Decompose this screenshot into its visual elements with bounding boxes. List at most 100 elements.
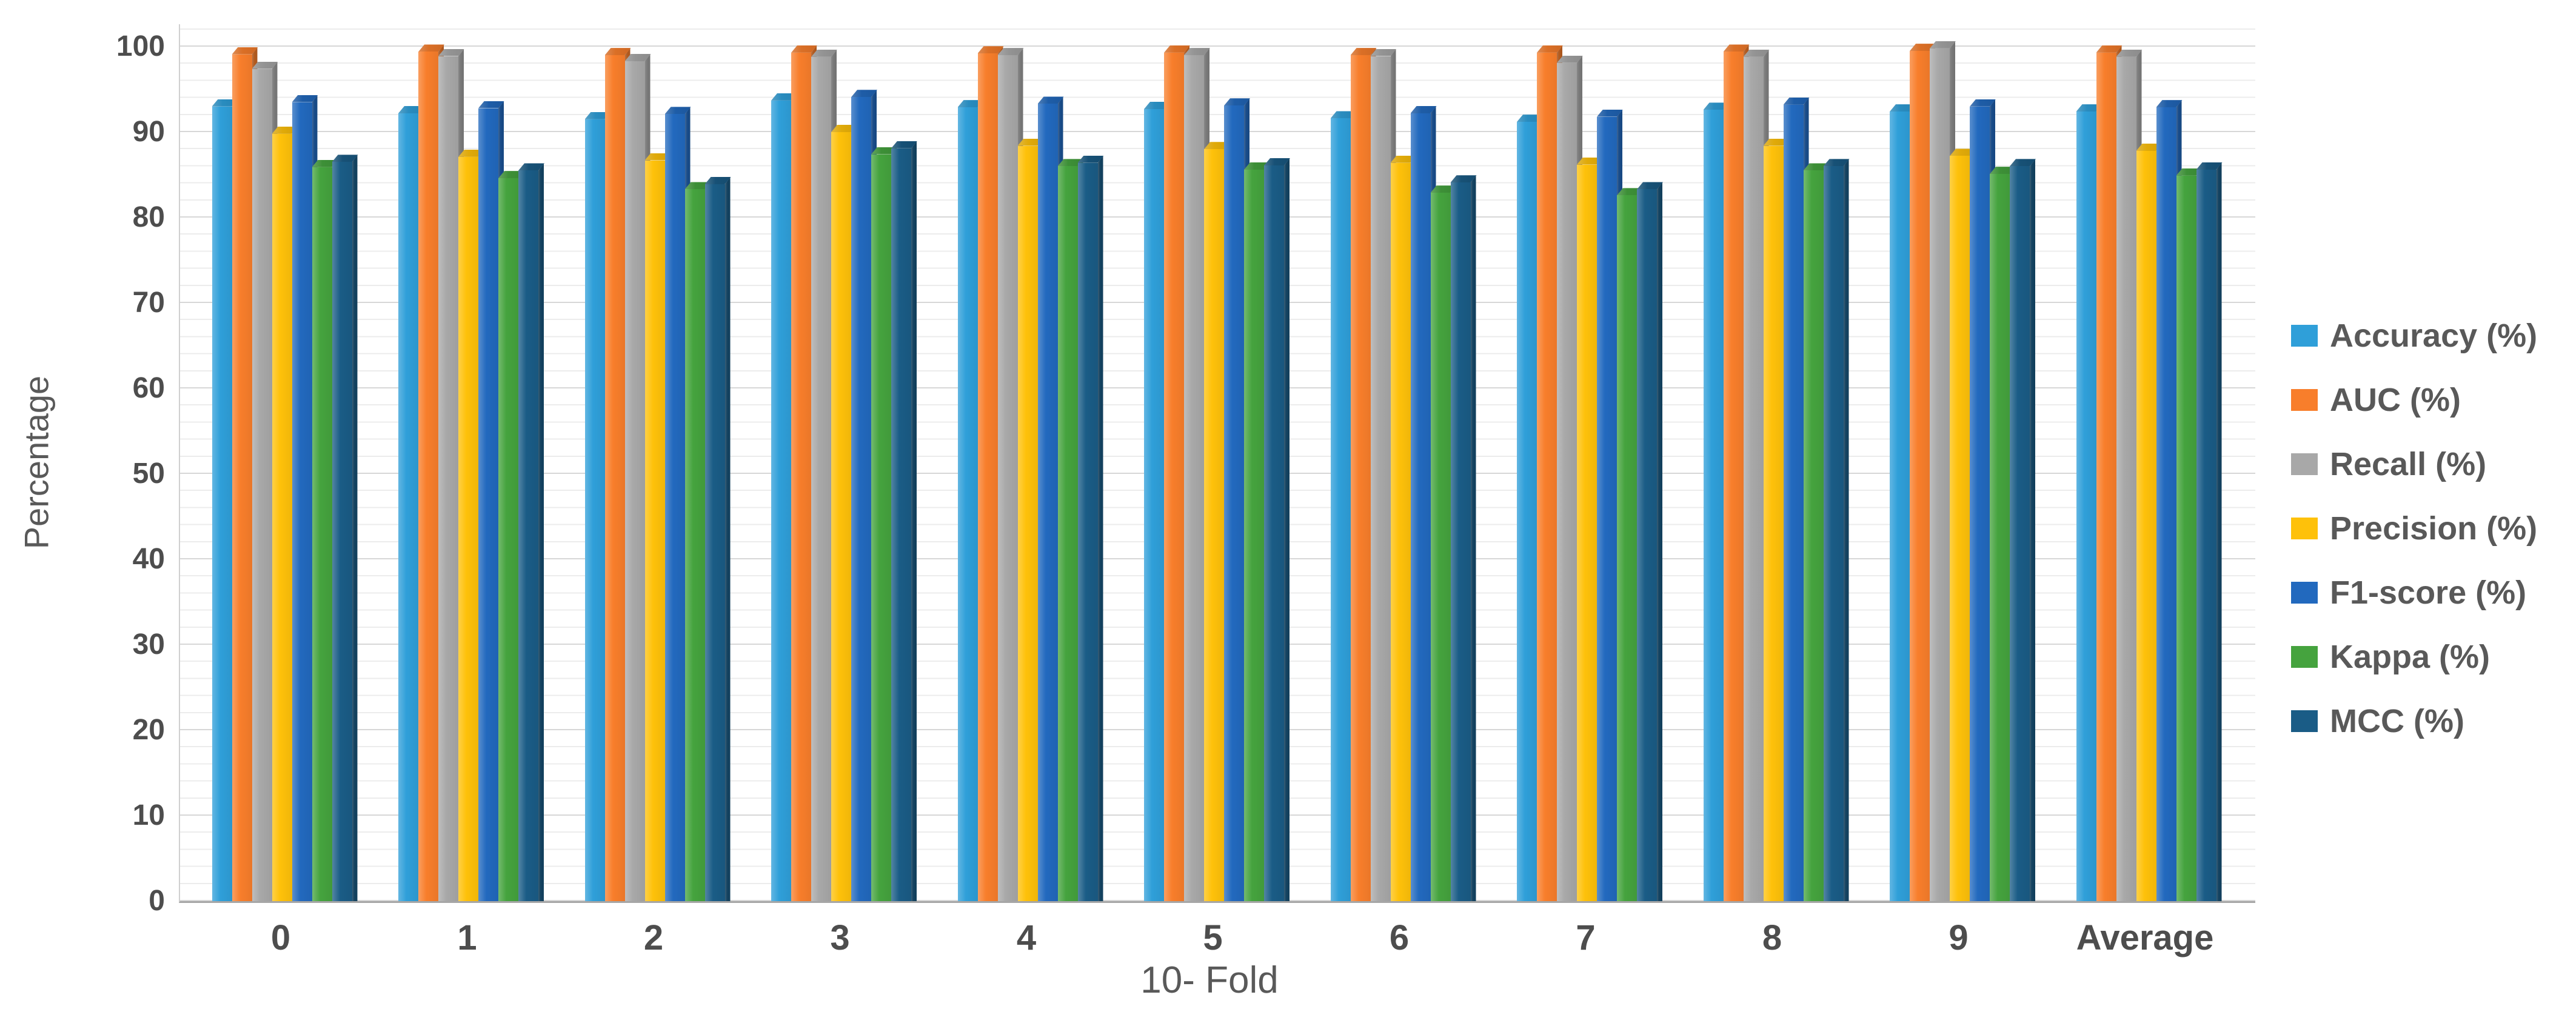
bar-auc-fold-5 bbox=[1164, 52, 1184, 901]
bar-mcc-fold-2 bbox=[704, 184, 725, 901]
x-tick-label-4: 4 bbox=[1016, 918, 1037, 957]
y-tick-label: 30 bbox=[132, 628, 165, 661]
x-tick-label-0: 0 bbox=[270, 918, 291, 957]
bar-mcc-fold-3 bbox=[891, 148, 911, 901]
bar-kappa-fold-3 bbox=[871, 154, 891, 901]
legend-swatch-icon bbox=[2291, 518, 2318, 539]
bar-precision-fold-average bbox=[2136, 151, 2156, 901]
bar-kappa-fold-5 bbox=[1244, 170, 1264, 901]
bar-f1-score-fold-0 bbox=[292, 102, 312, 901]
bar-auc-fold-average bbox=[2096, 52, 2116, 901]
bar-auc-fold-2 bbox=[604, 55, 625, 901]
bar-mcc-fold-7 bbox=[1637, 189, 1657, 901]
legend-item: Recall (%) bbox=[2291, 432, 2537, 496]
bar-f1-score-fold-average bbox=[2156, 107, 2176, 901]
bar-recall-fold-3 bbox=[811, 56, 831, 901]
bar-kappa-fold-average bbox=[2176, 175, 2196, 901]
bar-precision-fold-1 bbox=[458, 156, 478, 901]
bar-kappa-fold-4 bbox=[1057, 166, 1078, 901]
bar-recall-fold-average bbox=[2116, 56, 2136, 901]
legend-item: Precision (%) bbox=[2291, 496, 2537, 561]
bar-auc-fold-3 bbox=[791, 52, 811, 901]
bar-recall-fold-8 bbox=[1743, 56, 1764, 901]
x-tick-label-3: 3 bbox=[830, 918, 850, 957]
bar-f1-score-fold-3 bbox=[851, 97, 871, 901]
bar-recall-fold-7 bbox=[1557, 62, 1577, 901]
y-tick-label: 90 bbox=[132, 116, 165, 148]
bar-kappa-fold-9 bbox=[1990, 174, 2010, 901]
legend-swatch-icon bbox=[2291, 710, 2318, 732]
legend-swatch-icon bbox=[2291, 453, 2318, 475]
y-tick-label: 80 bbox=[132, 201, 165, 233]
legend-label: Precision (%) bbox=[2330, 510, 2538, 547]
bar-accuracy-fold-1 bbox=[398, 113, 418, 901]
bar-mcc-fold-1 bbox=[518, 170, 538, 901]
x-tick-label-average: Average bbox=[2076, 918, 2214, 957]
y-tick-label: 60 bbox=[132, 372, 165, 404]
bar-kappa-fold-0 bbox=[312, 167, 332, 901]
bar-mcc-fold-4 bbox=[1077, 162, 1098, 901]
x-tick-label-8: 8 bbox=[1762, 918, 1782, 957]
bar-accuracy-fold-9 bbox=[1890, 112, 1910, 901]
bar-precision-fold-5 bbox=[1204, 149, 1224, 901]
y-tick-label: 20 bbox=[132, 714, 165, 746]
y-tick-label: 10 bbox=[132, 799, 165, 831]
bar-accuracy-fold-4 bbox=[957, 107, 978, 901]
bar-f1-score-fold-9 bbox=[1970, 106, 1990, 901]
y-tick-label: 50 bbox=[132, 458, 165, 490]
bar-precision-fold-7 bbox=[1577, 164, 1597, 901]
y-tick-label: 70 bbox=[132, 287, 165, 319]
bar-f1-score-fold-6 bbox=[1410, 113, 1431, 901]
legend-swatch-icon bbox=[2291, 582, 2318, 604]
bar-accuracy-fold-2 bbox=[584, 119, 605, 901]
bar-mcc-fold-5 bbox=[1264, 165, 1284, 901]
bar-accuracy-fold-5 bbox=[1144, 108, 1164, 901]
bar-auc-fold-0 bbox=[232, 54, 252, 901]
bar-precision-fold-4 bbox=[1017, 145, 1038, 901]
bar-accuracy-fold-3 bbox=[771, 100, 791, 901]
bar-f1-score-fold-7 bbox=[1597, 116, 1617, 901]
bar-precision-fold-2 bbox=[644, 160, 665, 901]
legend-item: AUC (%) bbox=[2291, 368, 2537, 432]
legend-item: Accuracy (%) bbox=[2291, 304, 2537, 368]
bar-mcc-fold-6 bbox=[1450, 182, 1471, 901]
bar-recall-fold-1 bbox=[438, 56, 458, 901]
bar-precision-fold-9 bbox=[1950, 156, 1970, 901]
bar-accuracy-fold-8 bbox=[1703, 110, 1724, 901]
legend-swatch-icon bbox=[2291, 389, 2318, 411]
bar-accuracy-fold-average bbox=[2076, 112, 2096, 901]
bar-auc-fold-1 bbox=[418, 52, 438, 901]
legend-swatch-icon bbox=[2291, 646, 2318, 668]
x-tick-label-5: 5 bbox=[1203, 918, 1223, 957]
bar-f1-score-fold-2 bbox=[664, 114, 685, 901]
legend-label: Recall (%) bbox=[2330, 446, 2487, 482]
bar-mcc-fold-0 bbox=[332, 162, 352, 901]
bar-accuracy-fold-6 bbox=[1330, 118, 1351, 901]
y-tick-label: 0 bbox=[149, 885, 165, 917]
bar-recall-fold-0 bbox=[252, 68, 272, 901]
bar-auc-fold-8 bbox=[1723, 52, 1744, 901]
legend-label: F1-score (%) bbox=[2330, 574, 2527, 611]
bar-recall-fold-9 bbox=[1930, 48, 1950, 901]
x-tick-label-9: 9 bbox=[1949, 918, 1969, 957]
bar-accuracy-fold-7 bbox=[1517, 122, 1537, 901]
legend-swatch-icon bbox=[2291, 325, 2318, 347]
x-tick-label-2: 2 bbox=[643, 918, 664, 957]
bar-kappa-fold-7 bbox=[1617, 195, 1637, 901]
x-tick-label-1: 1 bbox=[457, 918, 477, 957]
legend-label: Accuracy (%) bbox=[2330, 318, 2538, 354]
bar-mcc-fold-8 bbox=[1823, 166, 1844, 901]
bar-precision-fold-0 bbox=[272, 133, 292, 901]
bar-precision-fold-8 bbox=[1763, 145, 1784, 901]
bar-f1-score-fold-1 bbox=[478, 108, 498, 901]
bar-recall-fold-2 bbox=[624, 61, 645, 901]
bar-f1-score-fold-4 bbox=[1037, 104, 1058, 901]
bar-precision-fold-6 bbox=[1390, 162, 1411, 901]
y-tick-label: 40 bbox=[132, 543, 165, 575]
bar-f1-score-fold-8 bbox=[1783, 104, 1804, 901]
bar-auc-fold-6 bbox=[1350, 55, 1371, 901]
bar-auc-fold-7 bbox=[1537, 52, 1557, 901]
legend-label: MCC (%) bbox=[2330, 703, 2464, 739]
plot-area bbox=[179, 24, 2255, 903]
